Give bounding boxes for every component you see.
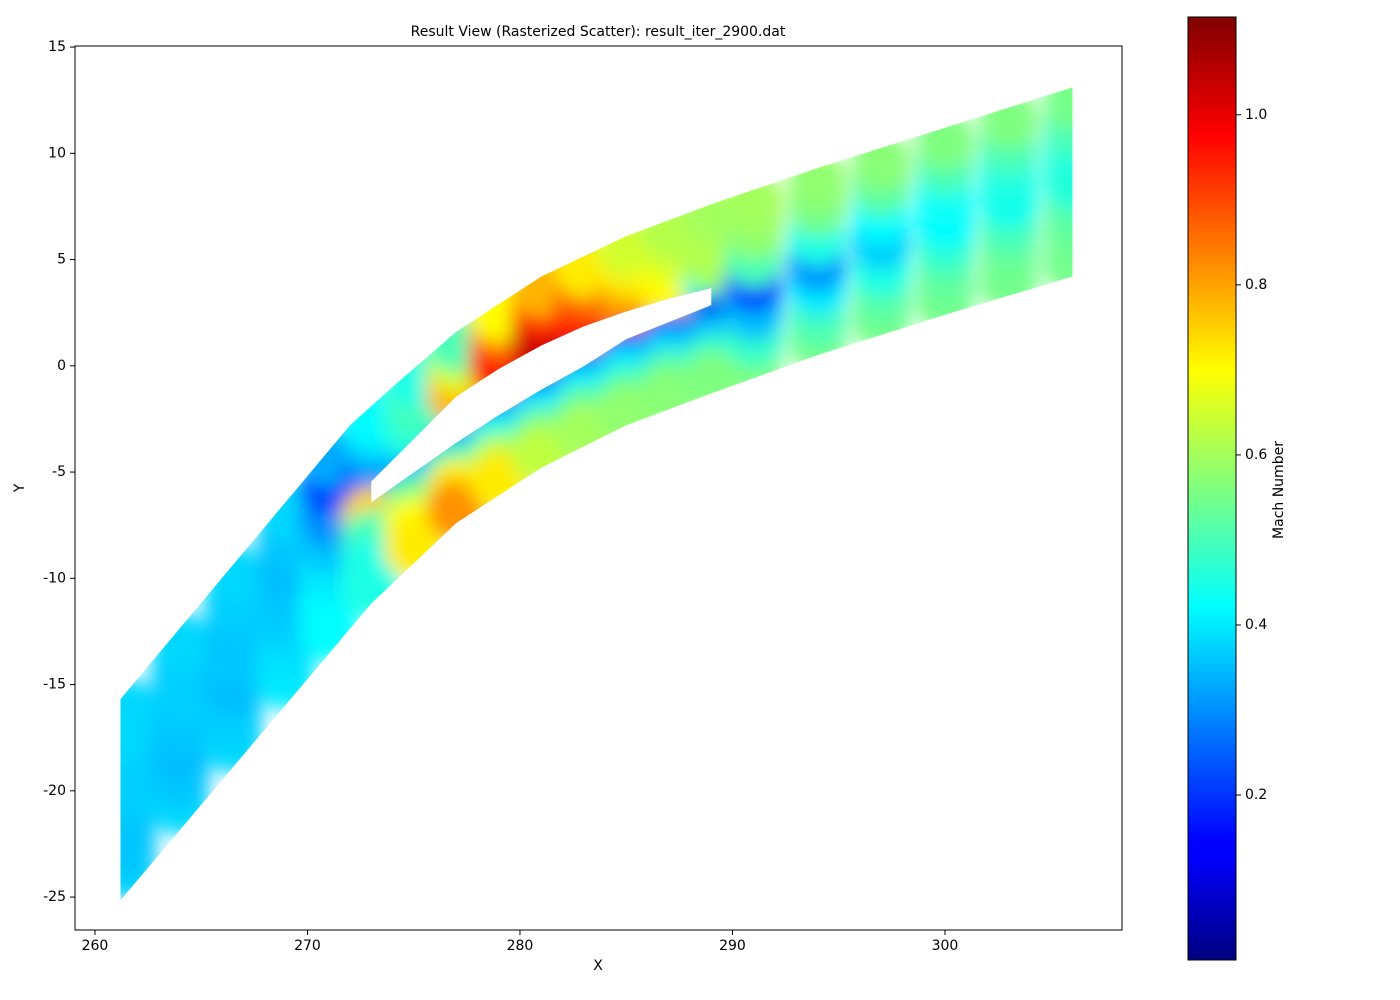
x-axis-label: X <box>593 958 603 974</box>
y-tick-label: 0 <box>57 358 66 374</box>
colorbar-tick-label: 0.4 <box>1245 617 1267 633</box>
y-tick-label: 15 <box>48 39 66 55</box>
scatter-point <box>120 677 157 738</box>
colorbar-tick-label: 0.8 <box>1245 277 1267 293</box>
y-tick-label: -5 <box>52 464 66 480</box>
colorbar <box>1187 16 1237 961</box>
y-tick-label: -10 <box>43 570 66 586</box>
x-tick-label: 280 <box>507 938 534 954</box>
axes: 260 270 280 290 300 -25 -20 -15 -10 -5 0 5 10 15 0.2 0.… <box>43 39 1267 954</box>
y-axis-label: Y <box>12 483 28 493</box>
colorbar-tick-label: 1.0 <box>1245 107 1267 123</box>
y-tick-label: -15 <box>43 677 66 693</box>
y-tick-label: 5 <box>57 252 66 268</box>
y-tick-label: 10 <box>48 145 66 161</box>
y-tick-label: -20 <box>43 783 66 799</box>
scatter-point <box>1042 87 1073 131</box>
chart-title: Result View (Rasterized Scatter): result… <box>411 24 786 40</box>
colorbar-tick-label: 0.2 <box>1245 787 1267 803</box>
blade <box>371 288 712 503</box>
x-tick-label: 300 <box>932 938 959 954</box>
x-tick-label: 270 <box>294 938 321 954</box>
x-tick-label: 290 <box>719 938 746 954</box>
colorbar-label: Mach Number <box>1271 441 1287 539</box>
colorbar-tick-label: 0.6 <box>1245 447 1267 463</box>
y-tick-label: -25 <box>43 889 66 905</box>
x-tick-label: 260 <box>82 938 109 954</box>
